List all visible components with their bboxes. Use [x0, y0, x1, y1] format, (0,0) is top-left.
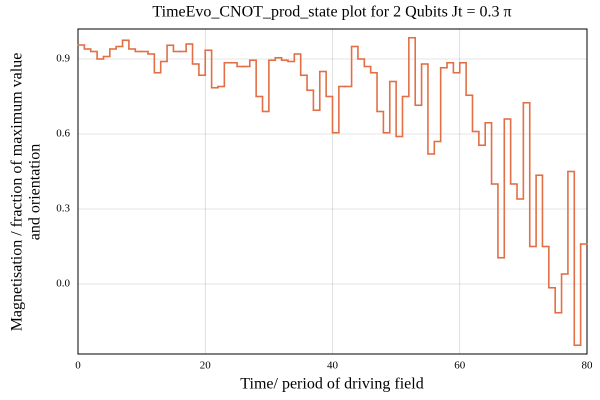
x-tick-label: 20	[200, 360, 212, 372]
y-tick-label: 0.6	[56, 128, 70, 140]
plot-frame	[77, 28, 588, 355]
y-axis-label-line: Magnetisation / fraction of maximum valu…	[9, 53, 26, 332]
x-axis-label: Time/ period of driving field	[240, 376, 423, 393]
y-axis-label: Magnetisation / fraction of maximum valu…	[9, 53, 44, 332]
y-tick-label: 0.3	[56, 203, 70, 215]
x-tick-label: 40	[327, 360, 339, 372]
y-tick-label: 0.0	[56, 278, 70, 290]
y-tick-label: 0.9	[56, 53, 70, 65]
chart-title: TimeEvo_CNOT_prod_state plot for 2 Qubit…	[152, 4, 511, 21]
x-tick-label: 80	[582, 360, 594, 372]
x-tick-label: 60	[454, 360, 466, 372]
x-tick-label: 0	[75, 360, 81, 372]
y-axis-label-line: and orientation	[27, 144, 44, 240]
